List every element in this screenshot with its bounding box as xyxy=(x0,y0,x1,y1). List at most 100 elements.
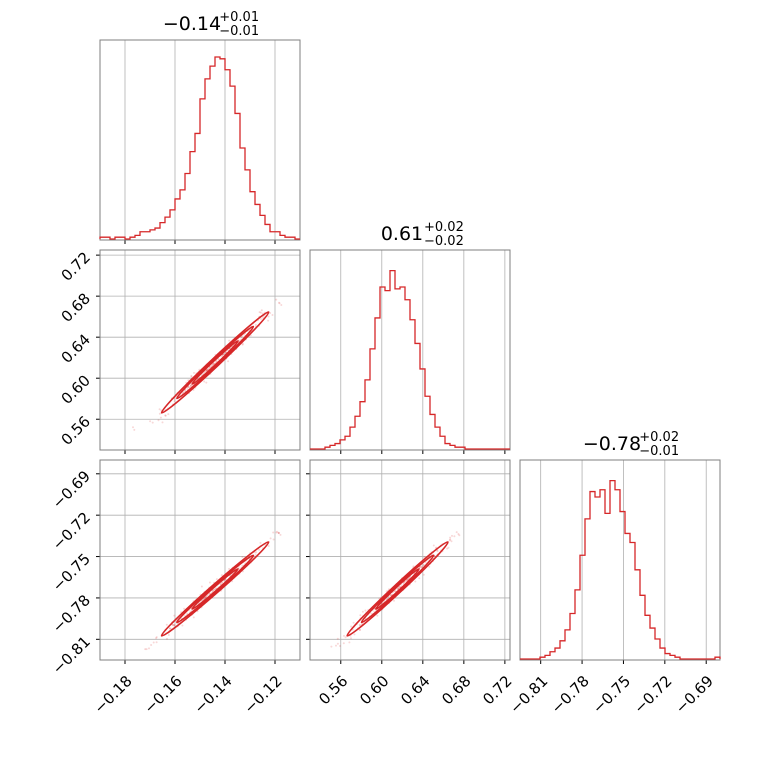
sample-point xyxy=(210,364,213,367)
sample-point xyxy=(397,587,400,590)
sample-point xyxy=(389,594,392,597)
sample-point xyxy=(446,547,449,550)
sample-point xyxy=(214,588,217,591)
sample-point xyxy=(173,623,176,626)
y-tick-label: 0.72 xyxy=(58,248,94,284)
sample-point xyxy=(267,545,270,547)
sample-point xyxy=(205,381,208,384)
sample-point xyxy=(432,544,435,547)
sample-point xyxy=(193,371,195,374)
error-minus: −0.01 xyxy=(219,24,259,39)
sample-point xyxy=(364,609,367,612)
sample-point xyxy=(155,636,158,639)
sample-point xyxy=(277,532,280,535)
sample-point xyxy=(447,546,450,549)
sample-point xyxy=(276,530,279,533)
sample-point xyxy=(424,561,427,564)
sample-point xyxy=(155,637,158,640)
sample-point xyxy=(336,642,339,645)
histogram-panel xyxy=(519,459,721,664)
x-tick-label: −0.78 xyxy=(548,672,593,717)
sample-point xyxy=(161,421,164,424)
sample-point xyxy=(336,637,339,640)
sample-point xyxy=(192,616,195,619)
sample-point xyxy=(359,614,362,617)
sample-point xyxy=(203,371,206,374)
sample-point xyxy=(393,599,395,602)
error-plus: +0.02 xyxy=(424,220,464,235)
error-plus: +0.01 xyxy=(219,10,259,25)
sample-point xyxy=(255,551,258,554)
sample-point xyxy=(149,420,152,423)
error-plus: +0.02 xyxy=(639,430,679,445)
sample-point xyxy=(277,531,280,534)
y-tick-label: −0.72 xyxy=(49,508,94,553)
scatter-panel xyxy=(96,249,301,454)
sample-point xyxy=(203,380,206,383)
histogram-panel xyxy=(99,39,301,244)
sample-point xyxy=(208,592,211,595)
y-tick-label: 0.56 xyxy=(58,413,94,449)
sample-point xyxy=(451,534,453,537)
sample-point xyxy=(420,565,423,568)
sample-point xyxy=(353,633,356,636)
sample-point xyxy=(272,538,275,541)
sample-point xyxy=(361,610,364,613)
sample-point xyxy=(167,413,170,416)
sample-point xyxy=(211,590,214,593)
sample-point xyxy=(259,541,262,544)
sample-point xyxy=(220,574,223,577)
sample-point xyxy=(457,533,460,535)
scatter-panel xyxy=(96,459,301,664)
x-tick-label: −0.18 xyxy=(91,672,136,717)
density-contour xyxy=(160,541,270,637)
x-tick-label: 0.68 xyxy=(438,672,474,708)
scatter-panel xyxy=(306,459,511,664)
sample-point xyxy=(254,553,257,556)
sample-point xyxy=(205,595,208,598)
sample-point xyxy=(228,339,231,342)
sample-point xyxy=(455,531,458,534)
sample-point xyxy=(343,634,345,637)
sample-point xyxy=(167,634,170,636)
histogram-step xyxy=(520,479,721,660)
sample-point xyxy=(449,536,452,539)
sample-point xyxy=(414,580,417,583)
sample-point xyxy=(173,624,176,627)
parameter-title: −0.78 xyxy=(583,433,641,455)
sample-point xyxy=(151,421,154,424)
histogram-step xyxy=(310,269,510,450)
sample-point xyxy=(173,400,176,403)
x-tick-label: −0.72 xyxy=(630,672,675,717)
sample-point xyxy=(412,565,415,568)
sample-point xyxy=(422,573,425,576)
sample-point xyxy=(406,578,409,581)
sample-point xyxy=(376,614,379,617)
x-tick-label: 0.60 xyxy=(356,672,392,708)
sample-point xyxy=(148,647,150,650)
sample-point xyxy=(422,564,425,566)
sample-point xyxy=(186,612,189,615)
sample-point xyxy=(259,311,262,314)
sample-point xyxy=(158,412,161,415)
sample-point xyxy=(449,538,452,541)
sample-point xyxy=(144,648,147,651)
sample-point xyxy=(458,534,461,537)
y-tick-label: −0.69 xyxy=(49,467,94,512)
x-tick-label: −0.14 xyxy=(191,672,236,717)
density-contour xyxy=(176,325,255,400)
sample-point xyxy=(428,565,431,568)
sample-point xyxy=(206,368,209,371)
histogram-step xyxy=(99,56,300,240)
sample-point xyxy=(189,384,192,387)
panel-frame xyxy=(519,459,721,661)
y-tick-label: 0.60 xyxy=(58,371,94,407)
sample-point xyxy=(227,360,230,363)
sample-point xyxy=(159,416,162,419)
sample-point xyxy=(264,543,267,546)
y-tick-label: −0.78 xyxy=(49,591,94,636)
sample-point xyxy=(205,369,208,372)
sample-point xyxy=(359,629,361,631)
x-tick-label: −0.81 xyxy=(506,672,551,717)
sample-point xyxy=(277,532,280,534)
